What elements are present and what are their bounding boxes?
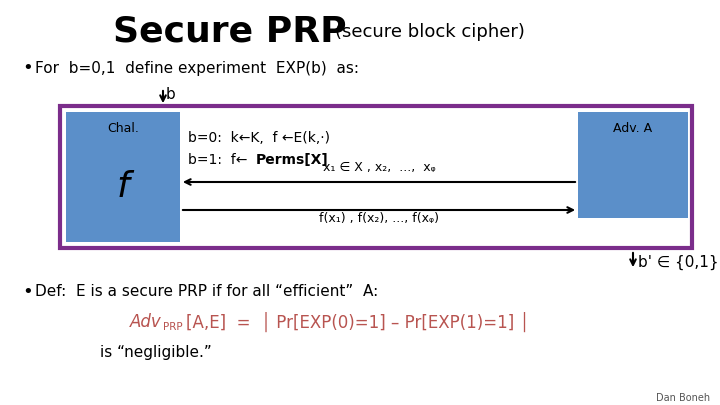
Text: f: f [117, 170, 130, 204]
Text: Perms[X]: Perms[X] [256, 153, 329, 167]
Text: •: • [22, 283, 32, 301]
Text: b' ∈ {0,1}: b' ∈ {0,1} [638, 254, 719, 270]
Text: f(x₁) , f(x₂), ..., f(xᵩ): f(x₁) , f(x₂), ..., f(xᵩ) [319, 212, 439, 225]
Text: Secure PRP: Secure PRP [113, 15, 347, 49]
Bar [60, 106, 692, 248]
Text: is “negligible.”: is “negligible.” [100, 345, 212, 360]
Bar [578, 112, 688, 218]
Text: For  b=0,1  define experiment  EXP(b)  as:: For b=0,1 define experiment EXP(b) as: [35, 60, 359, 75]
Text: •: • [22, 59, 32, 77]
Text: b=0:  k←K,  f ←E(k,·): b=0: k←K, f ←E(k,·) [188, 131, 330, 145]
Text: (secure block cipher): (secure block cipher) [335, 23, 525, 41]
Text: Adv: Adv [130, 313, 162, 331]
Bar [66, 112, 180, 242]
Text: b: b [166, 87, 176, 102]
Text: Dan Boneh: Dan Boneh [656, 393, 710, 403]
Text: Def:  E is a secure PRP if for all “efficient”  A:: Def: E is a secure PRP if for all “effic… [35, 284, 378, 300]
Text: Chal.: Chal. [107, 122, 139, 134]
Text: x₁ ∈ X , x₂,  ...,  xᵩ: x₁ ∈ X , x₂, ..., xᵩ [323, 161, 436, 174]
Text: Adv. A: Adv. A [613, 122, 652, 134]
Text: [A,E]  =  │ Pr[EXP(0)=1] – Pr[EXP(1)=1] │: [A,E] = │ Pr[EXP(0)=1] – Pr[EXP(1)=1] │ [186, 312, 529, 332]
Text: b=1:  f←: b=1: f← [188, 153, 248, 167]
Text: PRP: PRP [163, 322, 183, 332]
